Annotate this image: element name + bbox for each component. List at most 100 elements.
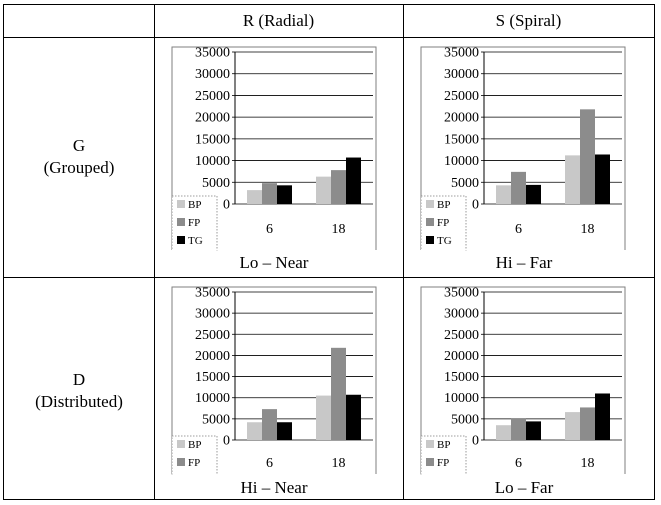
legend-label-fp: FP [188, 217, 200, 229]
y-tick-label: 15000 [195, 132, 230, 147]
legend-swatch-bp [177, 200, 185, 208]
bar-tg [526, 184, 541, 204]
legend-swatch-bp [426, 440, 434, 448]
bar-fp [262, 409, 277, 440]
bar-tg [277, 185, 292, 204]
column-divider [403, 5, 404, 499]
y-tick-label: 15000 [444, 370, 479, 385]
bar-bp [565, 155, 580, 204]
y-tick-label: 35000 [195, 286, 230, 301]
legend-swatch-tg [426, 236, 434, 244]
y-tick-label: 5000 [451, 412, 479, 427]
chart-frame [420, 286, 626, 474]
header-radial: R (Radial) [242, 11, 315, 30]
x-category-label: 18 [581, 222, 595, 237]
x-category-label: 18 [332, 222, 346, 237]
bar-fp [511, 171, 526, 204]
cell-grouped-radial: 0 5000 10000 15000 20000 25000 30000 35000 6 18 BP… [155, 38, 403, 277]
y-tick-label: 25000 [195, 328, 230, 343]
y-tick-label: 5000 [202, 176, 230, 191]
legend-label-fp: FP [437, 217, 449, 229]
clip-mask [155, 474, 403, 485]
y-tick-label: 0 [223, 434, 230, 449]
y-tick-label: 20000 [444, 111, 479, 126]
legend-swatch-bp [177, 440, 185, 448]
legend-label-fp: FP [437, 457, 449, 469]
results-table: R (Radial) S (Spiral) G (Grouped) D (Dis… [3, 4, 655, 500]
chart-frame [171, 46, 377, 250]
y-tick-label: 0 [472, 434, 479, 449]
y-tick-label: 5000 [451, 176, 479, 191]
chart-lo-near: 0 5000 10000 15000 20000 25000 30000 35000 6 18 BP… [155, 46, 403, 272]
cell-distributed-spiral: 0 5000 10000 15000 20000 25000 30000 35000 6 18 BP… [404, 278, 654, 499]
y-tick-label: 20000 [195, 111, 230, 126]
legend-swatch-fp [426, 218, 434, 226]
y-tick-label: 20000 [195, 349, 230, 364]
clip-mask [155, 250, 403, 261]
bar-bp [316, 176, 331, 204]
bar-tg [346, 157, 361, 204]
bar-bp [496, 425, 511, 440]
legend-swatch-bp [426, 200, 434, 208]
legend-label-tg: TG [437, 235, 452, 247]
y-tick-label: 30000 [444, 307, 479, 322]
legend-label-bp: BP [437, 199, 450, 211]
y-tick-label: 20000 [444, 349, 479, 364]
bar-fp [580, 109, 595, 204]
legend-label-bp: BP [188, 439, 201, 451]
y-tick-label: 10000 [195, 391, 230, 406]
y-tick-label: 10000 [444, 391, 479, 406]
row-label-grouped: G (Grouped) [4, 135, 154, 179]
legend-swatch-fp [177, 458, 185, 466]
x-category-label: 6 [515, 456, 522, 471]
row-label-distributed-letter: D [72, 370, 86, 389]
legend-label-tg: TG [188, 235, 203, 247]
bar-fp [262, 183, 277, 204]
chart-caption: Hi – Far [496, 253, 553, 272]
bar-bp [496, 185, 511, 204]
row-label-grouped-letter: G [72, 136, 86, 155]
y-tick-label: 15000 [195, 370, 230, 385]
y-tick-label: 0 [223, 198, 230, 213]
y-tick-label: 30000 [444, 67, 479, 82]
bar-bp [316, 395, 331, 440]
header-spiral: S (Spiral) [495, 11, 562, 30]
bar-fp [580, 407, 595, 440]
y-tick-label: 10000 [195, 154, 230, 169]
cell-distributed-radial: 0 5000 10000 15000 20000 25000 30000 35000 6 18 BP… [155, 278, 403, 499]
bar-bp [565, 412, 580, 440]
row-label-distributed-text: (Distributed) [35, 392, 123, 411]
x-category-label: 6 [515, 222, 522, 237]
y-tick-label: 25000 [444, 328, 479, 343]
column-divider [154, 5, 155, 499]
bar-fp [331, 170, 346, 204]
y-tick-label: 35000 [444, 286, 479, 301]
clip-mask [404, 474, 654, 485]
bar-bp [247, 190, 262, 204]
y-tick-label: 10000 [444, 154, 479, 169]
chart-caption: Hi – Near [240, 478, 307, 497]
bar-tg [595, 393, 610, 440]
legend-label-fp: FP [188, 457, 200, 469]
legend-swatch-tg [177, 236, 185, 244]
y-tick-label: 35000 [444, 46, 479, 61]
bar-tg [526, 421, 541, 440]
row-divider [4, 277, 654, 278]
chart-frame [171, 286, 377, 474]
legend-swatch-fp [177, 218, 185, 226]
row-label-grouped-text: (Grouped) [43, 158, 115, 177]
y-tick-label: 0 [472, 198, 479, 213]
bar-bp [247, 422, 262, 440]
x-category-label: 18 [332, 456, 346, 471]
legend-label-bp: BP [437, 439, 450, 451]
chart-frame [420, 46, 626, 250]
chart-hi-far: 0 5000 10000 15000 20000 25000 30000 35000 6 18 BP… [404, 46, 654, 272]
y-tick-label: 15000 [444, 132, 479, 147]
bar-fp [511, 418, 526, 440]
chart-hi-near: 0 5000 10000 15000 20000 25000 30000 35000 6 18 BP… [155, 286, 403, 497]
bar-tg [595, 154, 610, 204]
bar-tg [277, 422, 292, 440]
bar-fp [331, 347, 346, 440]
clip-mask [404, 250, 654, 261]
legend-swatch-fp [426, 458, 434, 466]
